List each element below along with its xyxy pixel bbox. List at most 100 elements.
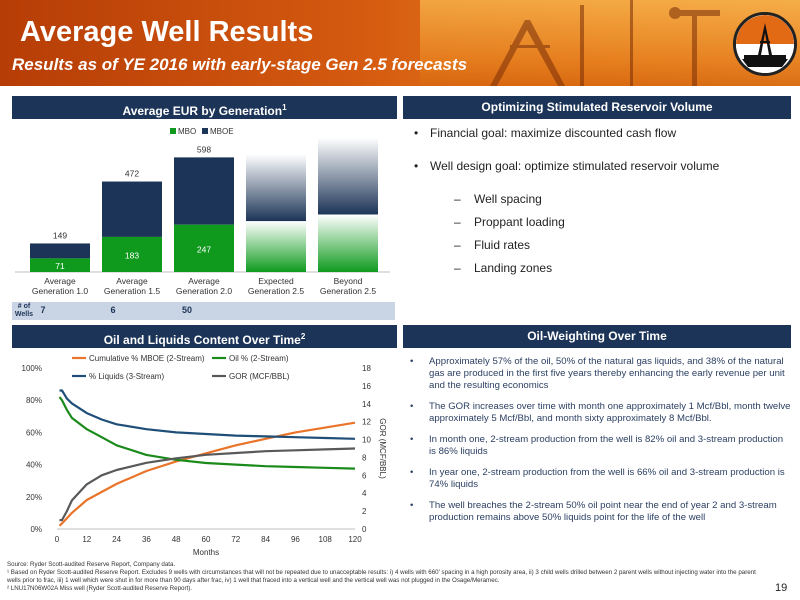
series-liquids-pct-legend-label: % Liquids (3-Stream) <box>89 372 164 381</box>
x-tick-label: 0 <box>55 535 60 544</box>
bar-category-label: Average Generation 1.0 <box>32 276 89 296</box>
opt-sub-bullet: Landing zones <box>410 261 790 276</box>
bar-mbo-segment <box>174 224 234 272</box>
bar-mboe-segment <box>30 243 90 259</box>
footnote-2: ² LNU17N06W02A Miss well (Ryder Scott-au… <box>7 585 193 592</box>
oil-weighting-bullet: In month one, 2-stream production from t… <box>403 434 791 458</box>
page-number: 19 <box>775 582 788 594</box>
legend-swatch-mboe <box>202 128 208 134</box>
y-tick-label: 0% <box>30 525 42 534</box>
content-section-title: Oil and Liquids Content Over Time <box>103 333 301 347</box>
optimizing-bullet-list: Financial goal: maximize discounted cash… <box>410 126 790 284</box>
bar-total-label: 149 <box>53 230 67 240</box>
bar-category-labels: Average Generation 1.0 Average Generation 1… <box>32 276 377 296</box>
bar-mbo-label: 183 <box>125 250 139 260</box>
series-oil-pct-line <box>58 396 356 470</box>
legend-label-mbo: MBO <box>178 127 196 136</box>
eur-footnote-marker: 1 <box>282 103 287 112</box>
series-liquids-pct-line <box>59 389 356 440</box>
wells-count-gen-1-0: 7 <box>40 305 46 315</box>
oil-weighting-bullet-list: Approximately 57% of the oil, 50% of the… <box>403 356 791 533</box>
legend-swatch-mbo <box>170 128 176 134</box>
y2-tick-label: 4 <box>362 489 367 498</box>
y2-tick-label: 2 <box>362 507 367 516</box>
bar-legend: MBO MBOE <box>170 127 234 136</box>
wells-count-row: # of Wells 7 6 50 <box>12 302 395 320</box>
bar-labels: 149 71 472 183 598 247 <box>53 144 211 271</box>
opt-sub-bullet: Fluid rates <box>410 238 790 253</box>
eur-section-header: Average EUR by Generation1 <box>12 96 397 119</box>
bar-mboe-segment <box>174 157 234 225</box>
opt-bullet: Financial goal: maximize discounted cash… <box>410 126 790 141</box>
y2-axis-title: GOR (MCF/BBL) <box>378 418 387 479</box>
oil-weighting-bullet: The well breaches the 2-stream 50% oil p… <box>403 500 791 524</box>
wells-count-label: # of Wells <box>14 303 34 318</box>
page-title: Average Well Results <box>20 16 314 48</box>
x-tick-label: 84 <box>261 535 270 544</box>
opt-bullet: Well design goal: optimize stimulated re… <box>410 159 790 174</box>
eur-section-title: Average EUR by Generation <box>122 104 283 118</box>
y2-tick-label: 16 <box>362 382 371 391</box>
opt-sub-bullet: Proppant loading <box>410 215 790 230</box>
bar-category-label: Beyond Generation 2.5 <box>320 276 377 296</box>
content-section-header: Oil and Liquids Content Over Time2 <box>12 325 397 348</box>
x-tick-label: 48 <box>172 535 181 544</box>
y2-tick-label: 6 <box>362 471 367 480</box>
x-tick-label: 60 <box>202 535 211 544</box>
legend-label-mboe: MBOE <box>210 127 234 136</box>
bar-mbo-label: 71 <box>55 261 65 271</box>
series-cumulative-mboe-line <box>58 421 356 527</box>
bar-marks <box>15 137 390 273</box>
series-cumulative-mboe-legend-label: Cumulative % MBOE (2-Stream) <box>89 354 205 363</box>
bar-mbo-label: 247 <box>197 244 211 254</box>
weighting-section-header: Oil-Weighting Over Time <box>403 325 791 348</box>
oil-weighting-bullet: In year one, 2-stream production from th… <box>403 467 791 491</box>
bar-forecast-mboe-segment <box>246 154 306 222</box>
x-axis-title: Months <box>193 548 219 557</box>
y2-tick-label: 18 <box>362 364 371 373</box>
y-tick-label: 100% <box>22 364 42 373</box>
bar-total-label: 598 <box>197 144 211 154</box>
x-tick-label: 96 <box>291 535 300 544</box>
y2-tick-label: 8 <box>362 453 367 462</box>
line-chart-legend: Cumulative % MBOE (2-Stream) Oil % (2-Str… <box>72 354 290 381</box>
oilfield-silhouette-image <box>490 0 720 86</box>
x-tick-label: 108 <box>319 535 333 544</box>
company-logo <box>733 12 797 76</box>
y2-tick-label: 14 <box>362 400 371 409</box>
x-tick-label: 12 <box>82 535 91 544</box>
y2-tick-label: 10 <box>362 436 371 445</box>
bar-forecast-mbo-segment <box>246 221 306 272</box>
oil-weighting-bullet: Approximately 57% of the oil, 50% of the… <box>403 356 791 392</box>
x-tick-label: 36 <box>142 535 151 544</box>
x-tick-label: 24 <box>112 535 121 544</box>
y2-tick-label: 12 <box>362 418 371 427</box>
header-banner: Average Well Results Results as of YE 20… <box>0 0 800 86</box>
y-tick-label: 80% <box>26 396 42 405</box>
opt-section-title: Optimizing Stimulated Reservoir Volume <box>481 100 713 114</box>
wells-count-gen-2-0: 50 <box>181 305 192 315</box>
eur-bar-chart: MBO MBOE 149 71 472 183 598 247 Average Generat… <box>15 127 390 296</box>
content-footnote-marker: 2 <box>300 332 306 341</box>
bar-mboe-segment <box>102 181 162 237</box>
series-gor-legend-label: GOR (MCF/BBL) <box>229 372 290 381</box>
bar-mbo-segment <box>30 258 90 272</box>
footnote-source: Source: Ryder Scott-audited Reserve Repo… <box>7 561 176 568</box>
weighting-section-title: Oil-Weighting Over Time <box>527 329 667 343</box>
bar-forecast-mboe-segment <box>318 137 378 215</box>
bar-total-label: 472 <box>125 169 139 179</box>
y-tick-label: 20% <box>26 493 42 502</box>
opt-sub-bullet: Well spacing <box>410 192 790 207</box>
bar-forecast-mbo-segment <box>318 214 378 272</box>
oil-weighting-bullet: The GOR increases over time with month o… <box>403 401 791 425</box>
series-oil-pct-legend-label: Oil % (2-Stream) <box>229 354 289 363</box>
x-tick-label: 120 <box>348 535 362 544</box>
footnote-1: ¹ Based on Ryder Scott-audited Reserve R… <box>7 569 756 584</box>
bar-category-label: Average Generation 2.0 <box>176 276 233 296</box>
x-tick-label: 72 <box>231 535 240 544</box>
bar-mbo-segment <box>102 236 162 272</box>
bar-category-label: Expected Generation 2.5 <box>248 276 305 296</box>
y-tick-label: 40% <box>26 461 42 470</box>
